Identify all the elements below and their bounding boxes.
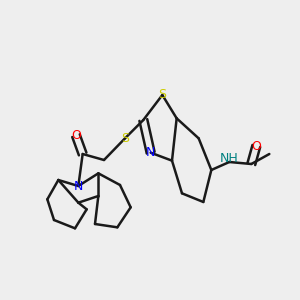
Text: NH: NH [220, 152, 239, 166]
Text: O: O [251, 140, 261, 152]
Text: S: S [158, 88, 166, 101]
Text: S: S [121, 132, 129, 145]
Text: N: N [74, 179, 83, 193]
Text: N: N [146, 146, 155, 159]
Text: O: O [71, 129, 81, 142]
